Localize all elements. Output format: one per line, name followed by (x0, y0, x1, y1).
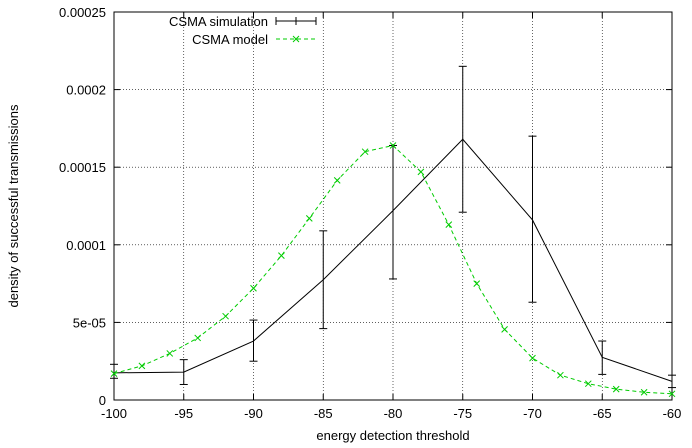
marker-stroke (305, 215, 313, 222)
legend-label-csma-simulation: CSMA simulation (169, 14, 268, 29)
model-point-marker (361, 148, 369, 156)
marker-stroke (557, 371, 564, 379)
marker-stroke (584, 380, 592, 388)
marker-stroke (333, 177, 341, 184)
model-point-marker (166, 350, 174, 357)
y-tick-label: 0 (99, 393, 106, 408)
model-point-marker (389, 142, 397, 149)
marker-stroke (166, 350, 174, 357)
x-tick-label: -70 (523, 406, 542, 421)
marker-stroke (529, 354, 536, 362)
y-tick-label: 0.00025 (59, 5, 106, 20)
x-tick-label: -65 (593, 406, 612, 421)
x-tick-label: -60 (663, 406, 682, 421)
marker-stroke (194, 334, 202, 342)
y-tick-label: 0.0001 (66, 238, 106, 253)
model-point-marker (473, 280, 481, 287)
marker-stroke (110, 370, 118, 377)
model-point-marker (417, 168, 425, 176)
legend-label-csma-model: CSMA model (192, 32, 268, 47)
model-point-marker (640, 388, 648, 396)
y-tick-label: 0.00015 (59, 160, 106, 175)
marker-stroke (501, 326, 508, 333)
marker-stroke (222, 312, 229, 320)
marker-stroke (250, 284, 257, 292)
model-point-marker (612, 385, 620, 393)
marker-stroke (612, 385, 620, 393)
model-point-marker (110, 370, 118, 377)
x-tick-label: -80 (384, 406, 403, 421)
x-tick-label: -85 (314, 406, 333, 421)
axes: -100 -95 -90 -85 -80 -75 -70 -65 -60 0 5e-05 0.0001… (59, 5, 681, 421)
marker-stroke (138, 362, 146, 370)
marker-stroke (473, 280, 481, 287)
series-group (110, 65, 676, 398)
x-axis-label: energy detection threshold (316, 428, 469, 443)
model-point-marker (557, 371, 564, 379)
marker-stroke (417, 168, 425, 176)
model-point-marker (250, 284, 257, 292)
marker-stroke (389, 142, 397, 149)
x-tick-label: -75 (453, 406, 472, 421)
model-point-marker (333, 177, 341, 184)
model-point-marker (501, 326, 508, 333)
y-tick-label: 5e-05 (73, 315, 106, 330)
model-point-marker (222, 312, 229, 320)
marker-stroke (278, 252, 285, 260)
model-point-marker (445, 221, 453, 228)
model-point-marker (668, 390, 676, 398)
model-point-marker (305, 215, 313, 222)
x-tick-label: -95 (174, 406, 193, 421)
marker-stroke (445, 221, 453, 228)
x-tick-label: -100 (101, 406, 127, 421)
model-point-marker (584, 380, 592, 388)
legend: CSMA simulation CSMA model (169, 14, 317, 47)
marker-stroke (640, 388, 648, 396)
y-tick-label: 0.0002 (66, 83, 106, 98)
model-point-marker (138, 362, 146, 370)
model-point-marker (278, 252, 285, 260)
legend-marker (292, 35, 300, 43)
model-point-marker (529, 354, 536, 362)
marker-stroke (668, 390, 676, 398)
x-tick-label: -90 (244, 406, 263, 421)
marker-stroke (361, 148, 369, 156)
model-point-marker (194, 334, 202, 342)
y-axis-label: density of successful transmissions (6, 104, 21, 308)
